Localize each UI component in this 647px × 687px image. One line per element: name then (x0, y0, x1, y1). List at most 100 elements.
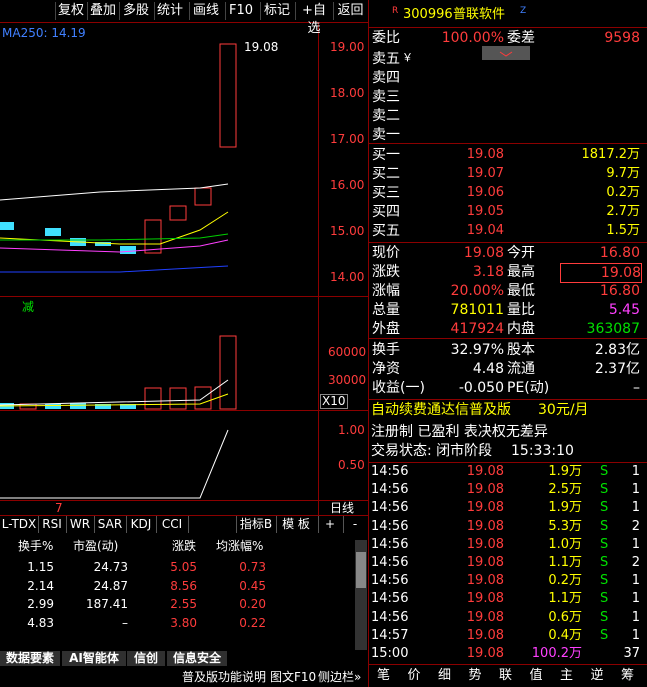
sell-label: 卖四 (372, 70, 400, 86)
stat-label: 现价 (372, 245, 400, 261)
tick-volume: 1.1万 (548, 591, 582, 607)
table-header: 均涨幅% (216, 539, 264, 553)
table-cell: 0.22 (239, 615, 266, 630)
tick-price: 19.08 (466, 609, 504, 625)
tick-volume: 1.9万 (548, 464, 582, 479)
indicator-tab[interactable]: CCI (156, 516, 189, 533)
tick-count: 2 (631, 555, 640, 570)
tick-price: 19.08 (466, 646, 504, 661)
promo: 自动续费通达信普及版 (371, 402, 511, 418)
table-header: 换手% (18, 539, 54, 553)
fund-value: 4.48 (472, 361, 504, 377)
toolbar-button[interactable]: 返回 (333, 2, 367, 20)
quote-tab[interactable]: 筹 (621, 668, 635, 683)
bottom-tab[interactable]: AI智能体 (62, 651, 127, 666)
buy-price: 19.07 (466, 166, 504, 181)
table-cell: 0.73 (239, 560, 266, 574)
tick-time: 14:56 (371, 609, 409, 625)
buy-label: 买一 (372, 147, 400, 163)
tick-count: 37 (623, 646, 640, 661)
fund-label: 收益(一) (372, 380, 425, 396)
quote-tab[interactable]: 笔 (377, 668, 391, 683)
toolbar-button[interactable]: 标记 (260, 2, 293, 20)
toolbar-button[interactable]: 复权 (55, 2, 86, 20)
tick-count: 1 (631, 609, 640, 625)
tick-side: S (600, 627, 609, 643)
buy-volume: 0.2万 (606, 185, 640, 200)
buy-label: 买四 (372, 204, 400, 220)
weibi-label: 委比 (372, 30, 400, 46)
tick-count: 1 (631, 482, 640, 498)
toolbar-button[interactable]: F10 (225, 2, 256, 20)
bottom-tab[interactable]: 数据要素 (0, 651, 61, 666)
indicator-tab[interactable]: RSI (38, 516, 67, 533)
buy-price: 19.08 (466, 147, 504, 162)
table-cell: 0.20 (239, 597, 266, 611)
tick-volume: 1.9万 (548, 500, 582, 516)
footer-button[interactable]: 图文F10 (270, 670, 317, 684)
period: 日线 (330, 501, 355, 515)
tick-time: 14:56 (371, 518, 409, 534)
fund-value: 2.37亿 (594, 361, 640, 377)
toolbar-button[interactable]: +自选 (295, 2, 332, 36)
fund-value: 32.97% (450, 342, 504, 358)
table-cell: 4.83 (27, 615, 54, 630)
quote-tab[interactable]: 价 (407, 668, 421, 683)
weibi-label: 委差 (507, 30, 535, 46)
indicator-tab[interactable]: KDJ (126, 516, 157, 533)
tick-count: 1 (631, 464, 640, 479)
tick-side: S (600, 573, 609, 589)
code-prefix: R (392, 6, 399, 16)
sell-label: 卖三 (372, 89, 400, 105)
tick-volume: 0.2万 (548, 573, 582, 589)
tick-count: 2 (631, 518, 640, 534)
quote-tab[interactable]: 主 (560, 668, 574, 683)
quote-tab[interactable]: 势 (468, 668, 482, 683)
quote-tab[interactable]: 细 (438, 668, 452, 683)
buy-label: 买三 (372, 185, 400, 201)
fund-label: 净资 (372, 361, 400, 377)
marker: 减 (22, 300, 35, 314)
buy-volume: 1.5万 (606, 223, 640, 238)
stat-label: 最低 (507, 283, 535, 299)
template-tab[interactable]: - (343, 516, 366, 533)
code-suffix: Z (520, 6, 527, 16)
indicator-tab[interactable]: WR (66, 516, 95, 533)
tick-volume: 0.4万 (548, 627, 582, 643)
footer-button[interactable]: 普及版功能说明 (182, 670, 267, 684)
toolbar-button[interactable]: 统计 (154, 2, 185, 20)
high-label: 19.08 (244, 40, 279, 54)
footer-button[interactable]: 侧边栏» (318, 670, 362, 684)
stock-name: 普联软件 (453, 7, 506, 22)
indicator-tab[interactable]: L-TDX (0, 516, 39, 533)
stat-label: 涨跌 (372, 264, 400, 280)
template-tab[interactable]: 模 板 (276, 516, 315, 533)
tick-price: 19.08 (466, 536, 504, 552)
quote-tab[interactable]: 逆 (590, 668, 604, 683)
tick-price: 19.08 (466, 627, 504, 643)
tick-volume: 1.0万 (548, 536, 582, 552)
stat-label: 今开 (507, 245, 535, 261)
tick-time: 14:56 (371, 573, 409, 589)
template-tab[interactable]: 指标B (236, 516, 275, 533)
bottom-tab[interactable]: 信创 (127, 651, 166, 666)
buy-label: 买五 (372, 223, 400, 239)
weibi-value: 9598 (604, 30, 640, 46)
buy-label: 买二 (372, 166, 400, 182)
stat-label: 量比 (507, 302, 535, 318)
ma-label: MA250: 14.19 (2, 26, 86, 40)
sell-icon: ￥ (402, 51, 413, 64)
toolbar-button[interactable]: 多股 (119, 2, 152, 20)
quote-tab[interactable]: 值 (529, 668, 543, 683)
quote-tab[interactable]: 联 (499, 668, 513, 683)
indicator-tab[interactable]: SAR (94, 516, 127, 533)
toolbar-button[interactable]: 画线 (189, 2, 222, 20)
buy-price: 19.06 (466, 185, 504, 200)
toolbar-button[interactable]: 叠加 (87, 2, 118, 20)
tick-volume: 2.5万 (548, 482, 582, 498)
bottom-tab[interactable]: 信息安全 (167, 651, 228, 666)
table-cell: 8.56 (170, 578, 197, 593)
template-tab[interactable]: + (318, 516, 341, 533)
weibi-value: 100.00% (441, 30, 504, 46)
